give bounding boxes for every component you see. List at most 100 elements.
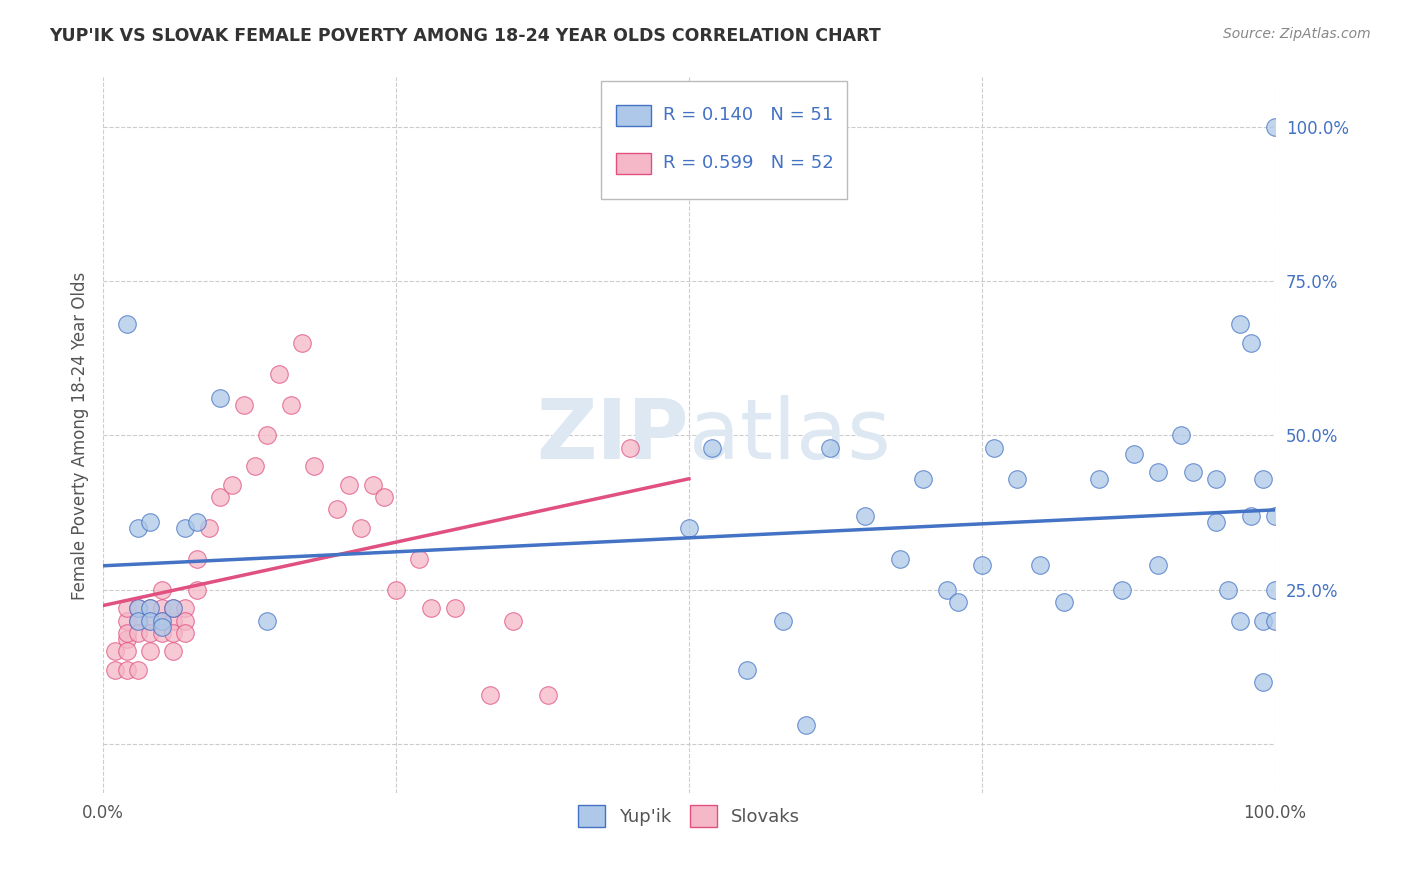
Point xyxy=(221,477,243,491)
Point xyxy=(127,601,149,615)
Point xyxy=(267,367,290,381)
Text: R = 0.599   N = 52: R = 0.599 N = 52 xyxy=(664,154,834,172)
Point xyxy=(818,441,841,455)
Point xyxy=(127,614,149,628)
Point xyxy=(115,614,138,628)
Y-axis label: Female Poverty Among 18-24 Year Olds: Female Poverty Among 18-24 Year Olds xyxy=(72,271,89,599)
Point xyxy=(619,441,641,455)
Point xyxy=(385,582,408,597)
Point xyxy=(1146,558,1168,572)
Point xyxy=(150,614,173,628)
Point xyxy=(326,502,349,516)
Point xyxy=(104,663,127,677)
Point xyxy=(127,614,149,628)
Point xyxy=(537,688,560,702)
Point xyxy=(115,601,138,615)
Point xyxy=(280,398,302,412)
Point xyxy=(935,582,957,597)
Point xyxy=(1005,472,1028,486)
Point xyxy=(1111,582,1133,597)
Point xyxy=(127,663,149,677)
Point xyxy=(186,515,208,529)
FancyBboxPatch shape xyxy=(616,104,651,126)
Text: atlas: atlas xyxy=(689,395,890,476)
Point xyxy=(115,644,138,658)
Point xyxy=(373,490,395,504)
Text: YUP'IK VS SLOVAK FEMALE POVERTY AMONG 18-24 YEAR OLDS CORRELATION CHART: YUP'IK VS SLOVAK FEMALE POVERTY AMONG 18… xyxy=(49,27,882,45)
Point xyxy=(1229,318,1251,332)
Point xyxy=(150,620,173,634)
Point xyxy=(502,614,524,628)
Point xyxy=(1251,472,1274,486)
Point xyxy=(209,392,232,406)
Point xyxy=(150,614,173,628)
Point xyxy=(115,632,138,646)
Point xyxy=(174,601,197,615)
Point xyxy=(1264,120,1286,134)
Point xyxy=(478,688,501,702)
Point xyxy=(443,601,465,615)
Point xyxy=(1264,582,1286,597)
Point xyxy=(256,428,278,442)
Point xyxy=(115,318,138,332)
Text: ZIP: ZIP xyxy=(537,395,689,476)
Point xyxy=(1264,508,1286,523)
Point xyxy=(186,551,208,566)
Point xyxy=(162,614,184,628)
Point xyxy=(245,459,267,474)
Point xyxy=(1216,582,1239,597)
Point xyxy=(1170,428,1192,442)
Point xyxy=(853,508,876,523)
Point xyxy=(162,626,184,640)
Point xyxy=(209,490,232,504)
Point xyxy=(1264,614,1286,628)
Point xyxy=(337,477,360,491)
Point xyxy=(1029,558,1052,572)
Point xyxy=(291,335,314,350)
Point xyxy=(912,472,935,486)
Point xyxy=(139,601,162,615)
Point xyxy=(1205,472,1227,486)
Point xyxy=(1053,595,1076,609)
Point xyxy=(1229,614,1251,628)
Point xyxy=(678,521,700,535)
Point xyxy=(970,558,993,572)
Point xyxy=(1251,614,1274,628)
Point xyxy=(174,626,197,640)
Point xyxy=(197,521,219,535)
Point xyxy=(983,441,1005,455)
Point xyxy=(139,626,162,640)
Point xyxy=(186,582,208,597)
Point xyxy=(737,663,759,677)
FancyBboxPatch shape xyxy=(616,153,651,174)
Point xyxy=(127,521,149,535)
Point xyxy=(127,601,149,615)
Point xyxy=(150,601,173,615)
Point xyxy=(139,614,162,628)
Point xyxy=(115,626,138,640)
Point xyxy=(772,614,794,628)
Point xyxy=(420,601,443,615)
Point xyxy=(408,551,430,566)
Point xyxy=(150,582,173,597)
Point xyxy=(948,595,970,609)
Point xyxy=(702,441,724,455)
Point xyxy=(1146,466,1168,480)
Point xyxy=(139,515,162,529)
Point xyxy=(232,398,254,412)
Point xyxy=(104,644,127,658)
Point xyxy=(162,601,184,615)
Legend: Yup'ik, Slovaks: Yup'ik, Slovaks xyxy=(571,798,807,834)
Point xyxy=(1205,515,1227,529)
Point xyxy=(139,601,162,615)
Point xyxy=(162,601,184,615)
Point xyxy=(1240,508,1263,523)
Point xyxy=(794,718,817,732)
Point xyxy=(139,644,162,658)
Point xyxy=(256,614,278,628)
FancyBboxPatch shape xyxy=(600,81,846,199)
Point xyxy=(162,644,184,658)
Point xyxy=(139,614,162,628)
Point xyxy=(150,626,173,640)
Point xyxy=(174,521,197,535)
